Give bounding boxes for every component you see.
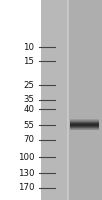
Text: 100: 100 bbox=[18, 152, 34, 162]
Bar bbox=[70, 124, 99, 125]
Text: 15: 15 bbox=[23, 56, 34, 66]
Text: 55: 55 bbox=[23, 120, 34, 130]
Bar bbox=[70, 119, 99, 120]
Text: 35: 35 bbox=[23, 96, 34, 104]
Bar bbox=[70, 127, 99, 128]
Bar bbox=[70, 120, 99, 121]
Bar bbox=[68, 0, 102, 200]
Bar bbox=[70, 128, 99, 129]
Text: 130: 130 bbox=[18, 168, 34, 178]
Bar bbox=[70, 129, 99, 130]
Text: 10: 10 bbox=[23, 43, 34, 51]
Bar bbox=[70, 121, 99, 122]
Text: 170: 170 bbox=[18, 184, 34, 192]
Bar bbox=[70, 122, 99, 123]
Bar bbox=[41, 0, 102, 200]
Text: 25: 25 bbox=[23, 81, 34, 90]
Text: 40: 40 bbox=[23, 104, 34, 114]
Bar bbox=[70, 123, 99, 124]
Bar bbox=[41, 0, 68, 200]
Text: 70: 70 bbox=[23, 136, 34, 144]
Bar bbox=[70, 126, 99, 127]
Bar bbox=[70, 125, 99, 126]
